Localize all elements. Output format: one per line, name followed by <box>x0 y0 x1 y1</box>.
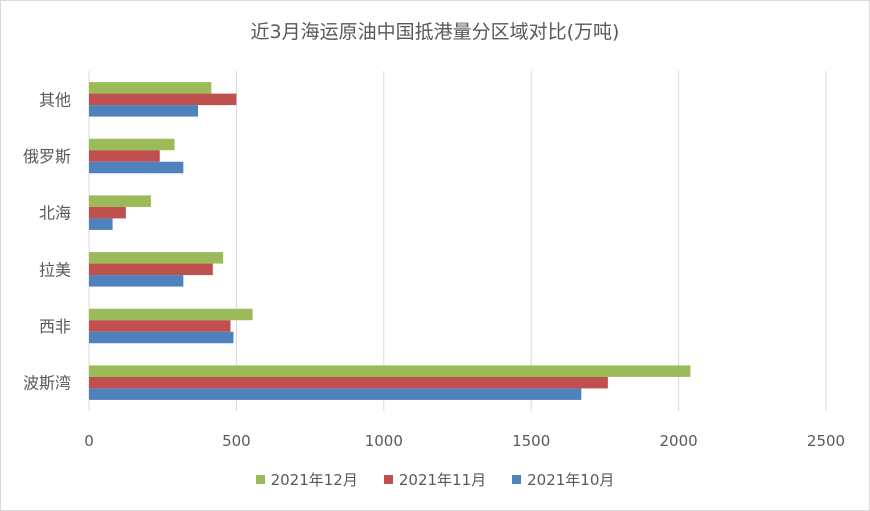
bars <box>89 82 691 400</box>
bar-拉美-2021年11月 <box>89 263 213 276</box>
bar-俄罗斯-2021年11月 <box>89 150 160 162</box>
legend-swatch-series-0 <box>255 475 265 484</box>
bar-西非-2021年10月 <box>89 331 234 344</box>
category-label-俄罗斯: 俄罗斯 <box>23 147 71 166</box>
legend-label-series-1: 2021年11月 <box>398 471 487 489</box>
x-tick-label-0: 0 <box>84 432 94 450</box>
category-label-波斯湾: 波斯湾 <box>23 374 71 393</box>
x-tick-label-1000: 1000 <box>365 432 403 450</box>
legend-label-series-2: 2021年10月 <box>527 471 615 489</box>
bar-北海-2021年10月 <box>89 218 113 230</box>
legend-item-series-2: 2021年10月 <box>512 469 614 490</box>
tick-labels: 0 500 1000 1500 2000 2500 <box>84 432 845 450</box>
chart-title: 近3月海运原油中国抵港量分区域对比(万吨) <box>250 21 620 43</box>
bar-俄罗斯-2021年12月 <box>89 138 175 151</box>
category-label-西非: 西非 <box>39 317 71 336</box>
bar-波斯湾-2021年10月 <box>89 388 582 400</box>
x-tick-label-1500: 1500 <box>512 432 550 450</box>
category-label-北海: 北海 <box>39 204 71 223</box>
x-tick-label-2000: 2000 <box>660 432 698 450</box>
bar-其他-2021年12月 <box>89 82 212 94</box>
legend-swatch-series-2 <box>512 475 522 484</box>
legend-label-series-0: 2021年12月 <box>270 471 358 489</box>
bar-西非-2021年11月 <box>89 320 231 332</box>
x-tick-label-500: 500 <box>222 432 251 450</box>
legend-item-series-0: 2021年12月 <box>255 469 358 490</box>
bar-波斯湾-2021年12月 <box>89 365 691 377</box>
category-label-其他: 其他 <box>39 90 71 109</box>
gridlines <box>88 71 827 411</box>
legend: 2021年12月 2021年11月 2021年10月 <box>1 469 869 490</box>
bar-俄罗斯-2021年10月 <box>89 161 184 174</box>
bar-北海-2021年12月 <box>89 195 151 207</box>
bar-拉美-2021年12月 <box>89 252 224 264</box>
x-tick-label-2500: 2500 <box>807 432 845 450</box>
bar-拉美-2021年10月 <box>89 275 184 287</box>
bar-其他-2021年11月 <box>89 93 237 106</box>
bar-其他-2021年10月 <box>89 105 199 117</box>
legend-swatch-series-1 <box>383 475 393 484</box>
bar-波斯湾-2021年11月 <box>89 376 608 389</box>
category-label-拉美: 拉美 <box>39 260 71 279</box>
legend-item-series-1: 2021年11月 <box>383 469 487 490</box>
bar-北海-2021年11月 <box>89 206 126 219</box>
bar-西非-2021年12月 <box>89 308 253 321</box>
